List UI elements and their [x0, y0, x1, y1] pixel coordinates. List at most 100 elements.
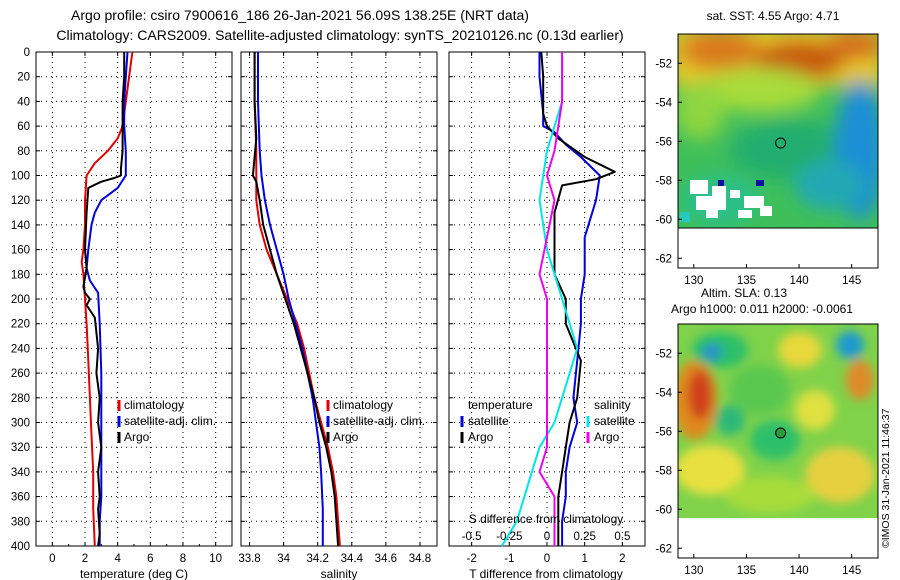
x-tick-label: 0: [544, 553, 550, 565]
float-position-marker: [775, 427, 787, 439]
series-line-satellite-adj-clim-: [257, 52, 324, 546]
series-line-argo: [251, 52, 340, 547]
x-tick-label: 2: [82, 553, 88, 565]
series-line-temperature-satellite: [538, 52, 601, 546]
legend-temperature-header: temperature: [468, 398, 533, 412]
x-tick-label: -1: [504, 553, 514, 565]
map-lon-label: 135: [737, 565, 756, 577]
sla-map-frame: [677, 323, 879, 559]
depth-tick-label: 340: [11, 467, 30, 479]
map-lat-label: -60: [655, 504, 672, 516]
s-diff-tick-label: -0.25: [496, 531, 522, 543]
depth-tick-label: 140: [11, 220, 30, 232]
legend-satellite-adj-label: satellite-adj. clim.: [124, 414, 216, 428]
sst-map: sat. SST: 4.55 Argo: 4.71: [655, 9, 879, 287]
depth-tick-label: 100: [11, 171, 30, 183]
legend-salinity-header: salinity: [594, 398, 631, 412]
legend-argo-label: Argo: [124, 430, 150, 444]
map-lat-label: -56: [655, 426, 672, 438]
map-lat-label: -60: [655, 214, 672, 226]
sst-map-title: sat. SST: 4.55 Argo: 4.71: [707, 9, 840, 23]
difference-panel: -2 -1 0 1 2 temperature satellite Argo salin…: [448, 51, 646, 580]
x-tick-label: 33.8: [238, 553, 260, 565]
map-lat-label: -62: [655, 253, 672, 265]
sst-map-ice-patches: [680, 180, 772, 222]
map-lon-label: 145: [842, 565, 861, 577]
x-tick-label: 4: [114, 553, 121, 565]
sst-map-field: [678, 34, 878, 228]
legend-climatology-label: climatology: [333, 398, 393, 412]
temperature-legend: climatology satellite-adj. clim. Argo: [117, 398, 216, 444]
difference-legend: temperature satellite Argo salinity sate…: [460, 398, 635, 444]
x-tick-label: 34.2: [307, 553, 329, 565]
header-line2: Climatology: CARS2009. Satellite-adjuste…: [56, 27, 623, 43]
x-tick-label: 6: [147, 553, 153, 565]
map-lat-label: -52: [655, 348, 672, 360]
header-line1: Argo profile: csiro 7900616_186 26-Jan-2…: [71, 7, 529, 23]
s-difference-axis-label: S difference from climatology: [469, 512, 624, 526]
t-difference-axis-label: T difference from climatology: [469, 567, 623, 580]
sla-map-title: Altim. SLA: 0.13: [701, 286, 787, 300]
s-diff-tick-label: 0: [544, 531, 550, 543]
x-tick-label: 34.8: [409, 553, 431, 565]
salinity-panel-frame: [240, 51, 438, 547]
map-lat-label: -62: [655, 543, 672, 555]
map-lon-label: 130: [684, 275, 703, 287]
depth-tick-label: 280: [11, 393, 30, 405]
temperature-panel-frame: [35, 51, 233, 547]
depth-tick-label: 40: [17, 96, 30, 108]
depth-tick-label: 200: [11, 294, 30, 306]
depth-tick-label: 260: [11, 368, 30, 380]
map-lat-label: -54: [655, 97, 672, 109]
depth-tick-label: 120: [11, 195, 30, 207]
s-diff-tick-label: -0.5: [462, 531, 482, 543]
series-line-salinity-satellite: [500, 52, 579, 547]
legend-sal-satellite-label: satellite: [594, 414, 635, 428]
temperature-axis-label: temperature (deg C): [80, 567, 188, 580]
series-line-temperature-argo: [540, 51, 616, 546]
imos-stamp: ©IMOS 31-Jan-2021 11:46:37: [880, 408, 892, 548]
sla-map: Altim. SLA: 0.13 Argo h1000: 0.011 h2000…: [655, 286, 879, 577]
series-line-satellite-adj-clim-: [85, 51, 129, 546]
legend-sal-argo-label: Argo: [594, 430, 620, 444]
x-tick-label: 1: [581, 553, 587, 565]
map-lat-label: -58: [655, 465, 672, 477]
depth-tick-label: 360: [11, 492, 30, 504]
s-diff-tick-label: 0.25: [573, 531, 595, 543]
depth-tick-label: 60: [17, 121, 30, 133]
legend-temp-satellite-label: satellite: [468, 414, 509, 428]
legend-satellite-adj-label: satellite-adj. clim.: [333, 414, 425, 428]
salinity-panel: 33.8 34 34.2 34.4 34.6 34.8 climatology satel…: [238, 51, 438, 580]
depth-tick-label: 80: [17, 146, 30, 158]
series-line-salinity-argo: [538, 52, 564, 546]
temperature-panel: 0204060801001201401601802002202402602803…: [11, 47, 233, 580]
series-line-argo: [82, 52, 126, 547]
legend-temp-argo-label: Argo: [468, 430, 494, 444]
x-tick-label: 0: [49, 553, 55, 565]
depth-tick-label: 20: [17, 72, 30, 84]
map-lon-label: 140: [789, 275, 808, 287]
x-tick-label: 34.4: [341, 553, 364, 565]
float-position-marker: [775, 137, 787, 149]
map-lon-label: 135: [737, 275, 756, 287]
depth-tick-label: 180: [11, 269, 30, 281]
legend-climatology-label: climatology: [124, 398, 184, 412]
x-tick-label: 34: [277, 553, 290, 565]
map-lon-label: 145: [842, 275, 861, 287]
x-tick-label: -2: [466, 553, 476, 565]
s-diff-tick-label: 0.5: [614, 531, 630, 543]
x-tick-label: 10: [209, 553, 222, 565]
map-lat-label: -52: [655, 58, 672, 70]
x-tick-label: 8: [180, 553, 186, 565]
salinity-legend: climatology satellite-adj. clim. Argo: [326, 398, 425, 444]
depth-tick-label: 320: [11, 442, 30, 454]
sst-map-frame: [677, 33, 879, 269]
map-lat-label: -58: [655, 175, 672, 187]
sla-map-field: [678, 324, 878, 518]
salinity-axis-label: salinity: [321, 567, 358, 580]
depth-tick-label: 400: [11, 541, 30, 553]
depth-tick-label: 380: [11, 516, 30, 528]
map-lon-label: 130: [684, 565, 703, 577]
x-tick-label: 34.6: [375, 553, 397, 565]
